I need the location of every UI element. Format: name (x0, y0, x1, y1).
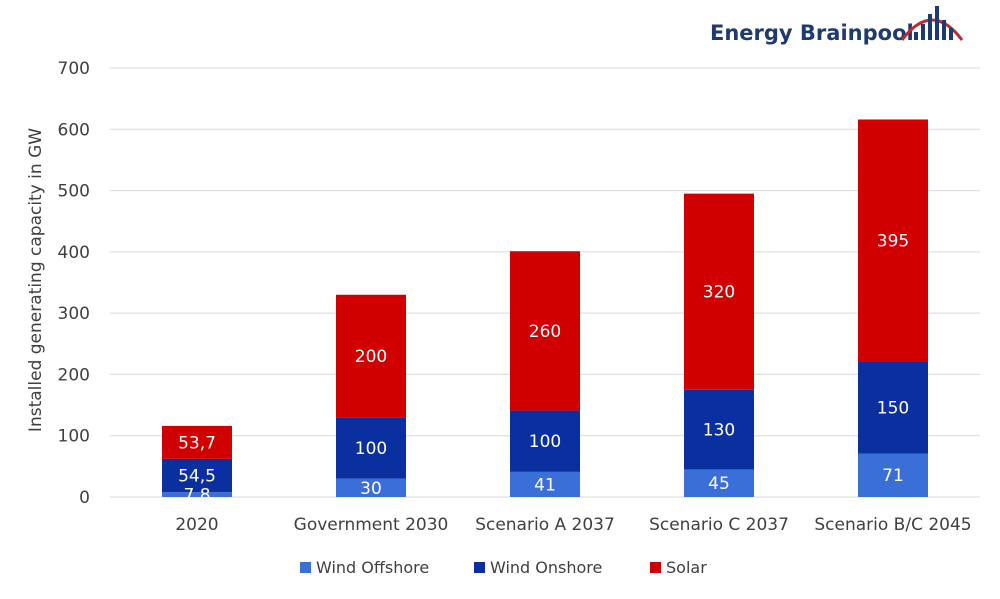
bar-segment (336, 294, 406, 418)
legend-label: Wind Onshore (490, 558, 602, 577)
data-label: 395 (877, 232, 909, 252)
data-label: 71 (882, 466, 904, 486)
x-category-label: Scenario C 2037 (649, 515, 789, 535)
data-label: 54,5 (178, 467, 216, 487)
y-tick-label: 100 (58, 427, 90, 447)
x-category-label: Scenario A 2037 (475, 515, 615, 535)
data-label: 200 (355, 347, 387, 367)
bars (162, 119, 928, 497)
data-label: 41 (534, 475, 556, 495)
legend-label: Solar (666, 558, 707, 577)
bar-segment (162, 458, 232, 493)
bar-segment (684, 389, 754, 470)
legend-swatch (650, 562, 661, 573)
bar-segment (858, 453, 928, 497)
data-label: 7,8 (183, 486, 210, 506)
x-axis-categories: 2020 Government 2030 Scenario A 2037 Scenar… (175, 515, 971, 535)
y-tick-label: 300 (58, 304, 90, 324)
data-labels: 7,854,5 53,7 30 100 200 41 100 260 45 130 320 71 150… (178, 232, 909, 506)
brainpool-logo-icon (900, 6, 964, 41)
y-tick-label: 700 (58, 59, 90, 79)
data-label: 320 (703, 283, 735, 303)
y-tick-label: 200 (58, 365, 90, 385)
x-category-label: Government 2030 (294, 515, 449, 535)
y-tick-label: 500 (58, 182, 90, 202)
data-label: 45 (708, 474, 730, 494)
data-label: 100 (529, 432, 561, 452)
data-label: 30 (360, 479, 382, 499)
bar-segment (684, 469, 754, 497)
bar-segment (510, 471, 580, 497)
y-axis-ticks: 0 100 200 300 400 500 600 700 (58, 59, 90, 508)
bar-segment (162, 492, 232, 497)
data-label: 130 (703, 421, 735, 441)
x-category-label: Scenario B/C 2045 (814, 515, 971, 535)
data-label: 53,7 (178, 433, 216, 453)
bar-segment (510, 410, 580, 472)
bar-segment (336, 417, 406, 479)
legend-label: Wind Offshore (316, 558, 429, 577)
bar-segment (684, 193, 754, 390)
x-category-label: 2020 (175, 515, 218, 535)
bar-segment (858, 119, 928, 362)
brand-name: Energy Brainpool (710, 21, 914, 45)
data-label: 260 (529, 322, 561, 342)
data-label: 100 (355, 439, 387, 459)
bar-segment (336, 478, 406, 497)
data-label: 150 (877, 399, 909, 419)
y-tick-label: 600 (58, 120, 90, 140)
legend-swatch (474, 562, 485, 573)
bar-segment (858, 361, 928, 454)
y-tick-label: 400 (58, 243, 90, 263)
brand-logo: Energy Brainpool (710, 6, 964, 45)
bar-segment (510, 251, 580, 411)
bar-segment (162, 425, 232, 459)
y-axis-label: Installed generating capacity in GW (26, 128, 46, 432)
y-tick-label: 0 (79, 488, 90, 508)
legend-swatch (300, 562, 311, 573)
legend: Wind Offshore Wind Onshore Solar (300, 558, 707, 577)
